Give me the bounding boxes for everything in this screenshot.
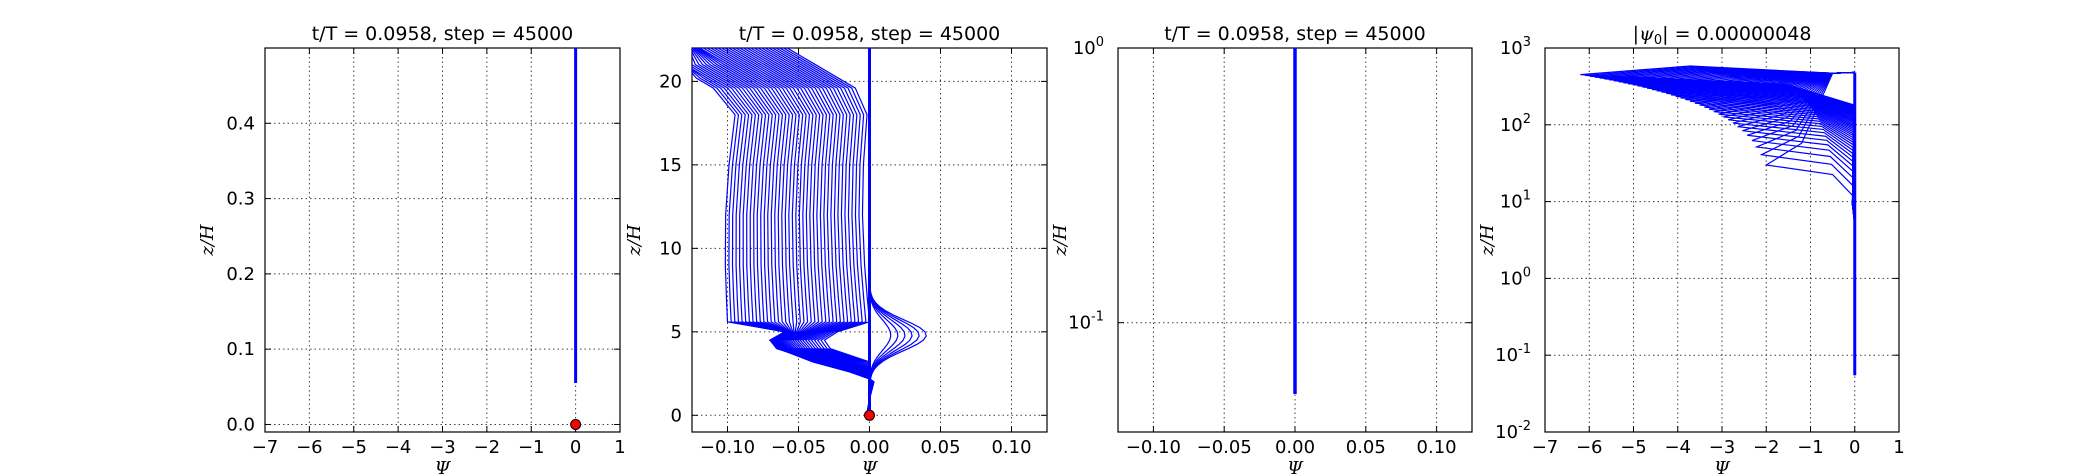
x-tick-label: −2: [474, 437, 501, 458]
x-tick-label: −6: [296, 437, 323, 458]
profile-curve: [868, 48, 913, 382]
chart-title: t/T = 0.0958, step = 45000: [739, 23, 1001, 45]
x-tick-label: −1: [1797, 437, 1824, 458]
x-tick-label: 0.05: [920, 437, 960, 458]
y-tick-label: 100: [1500, 265, 1531, 289]
y-axis-label: z/H: [1050, 224, 1071, 257]
x-tick-label: 1: [1893, 437, 1904, 458]
chart-title: t/T = 0.0958, step = 45000: [1164, 23, 1426, 45]
x-tick-label: −3: [1709, 437, 1736, 458]
x-tick-label: −4: [1664, 437, 1691, 458]
y-tick-label: 101: [1500, 189, 1531, 213]
y-tick-label: 0.4: [226, 113, 255, 134]
panel-2: −0.10 −0.05 0.00 0.05 0.10 0 5 10 15 20 t/T = 0.09…: [624, 23, 1048, 475]
x-tick-label: −6: [1576, 437, 1603, 458]
x-tick-label: 0: [570, 437, 581, 458]
x-tick-label: −0.10: [700, 437, 755, 458]
x-axis-label: Ψ: [435, 458, 452, 475]
y-tick-label: 10-1: [1495, 342, 1531, 366]
x-tick-label: −0.05: [1197, 437, 1252, 458]
x-tick-label: −5: [1620, 437, 1647, 458]
axes-frame: [1544, 47, 1900, 433]
y-tick-label: 0.3: [226, 189, 255, 210]
x-tick-label: −7: [1532, 437, 1559, 458]
x-tick-label: −1: [518, 437, 545, 458]
y-axis-label: z/H: [624, 224, 645, 257]
y-tick-label: 102: [1500, 112, 1531, 136]
panel-1: −7 −6 −5 −4 −3 −2 −1 0 1 0.0 0.1 0.2 0.3 0.4 t/T = 0.0…: [197, 23, 626, 475]
profile-curve: [868, 48, 906, 382]
chart-title: |ψ0| = 0.00000048: [1633, 23, 1812, 48]
y-tick-label: 10-2: [1495, 419, 1531, 443]
x-tick-label: −0.10: [1126, 437, 1181, 458]
y-tick-label: 10: [659, 238, 682, 259]
profile-curve: [868, 48, 927, 383]
surface-marker: [570, 418, 582, 430]
x-tick-label: 0: [1849, 437, 1860, 458]
x-tick-label: −5: [340, 437, 367, 458]
profile-curve: [868, 48, 920, 382]
x-tick-label: 0.00: [1275, 437, 1315, 458]
x-tick-label: −0.05: [771, 437, 826, 458]
x-tick-label: 0.10: [991, 437, 1031, 458]
plot-area: [692, 48, 927, 421]
y-tick-label: 0.2: [226, 264, 255, 285]
x-tick-label: 1: [614, 437, 625, 458]
y-axis-label: z/H: [1477, 224, 1498, 257]
x-tick-label: −3: [429, 437, 456, 458]
x-axis-label: Ψ: [1714, 458, 1731, 475]
y-tick-label: 20: [659, 71, 682, 92]
y-tick-label: 100: [1073, 35, 1104, 59]
y-tick-label: 10-1: [1068, 310, 1104, 334]
x-tick-label: 0.00: [849, 437, 889, 458]
profile-curve: [868, 48, 899, 382]
panel-4: −7 −6 −5 −4 −3 −2 −1 0 1 10-2 10-1 100 101 102 103 |ψ0|…: [1477, 23, 1905, 475]
y-axis-label: z/H: [197, 224, 218, 257]
x-tick-label: −4: [385, 437, 412, 458]
profile-curve: [868, 48, 892, 382]
x-tick-label: 0.05: [1346, 437, 1386, 458]
y-tick-label: 0.0: [226, 414, 255, 435]
plot-area: [570, 48, 582, 430]
x-tick-label: −2: [1753, 437, 1780, 458]
x-tick-label: 0.10: [1417, 437, 1457, 458]
panel-3: −0.10 −0.05 0.00 0.05 0.10 10-1 100 t/T = 0.095…: [1050, 23, 1473, 475]
plot-area: [1580, 65, 1857, 376]
x-tick-label: −7: [252, 437, 279, 458]
y-tick-label: 103: [1500, 35, 1531, 59]
x-axis-label: Ψ: [1287, 458, 1304, 475]
y-tick-label: 0.1: [226, 339, 255, 360]
chart-title: t/T = 0.0958, step = 45000: [312, 23, 574, 45]
y-tick-label: 5: [671, 322, 682, 343]
y-tick-label: 0: [671, 405, 682, 426]
x-axis-label: Ψ: [862, 458, 879, 475]
axes-frame: [264, 47, 621, 433]
surface-marker: [864, 409, 875, 421]
y-tick-label: 15: [659, 155, 682, 176]
